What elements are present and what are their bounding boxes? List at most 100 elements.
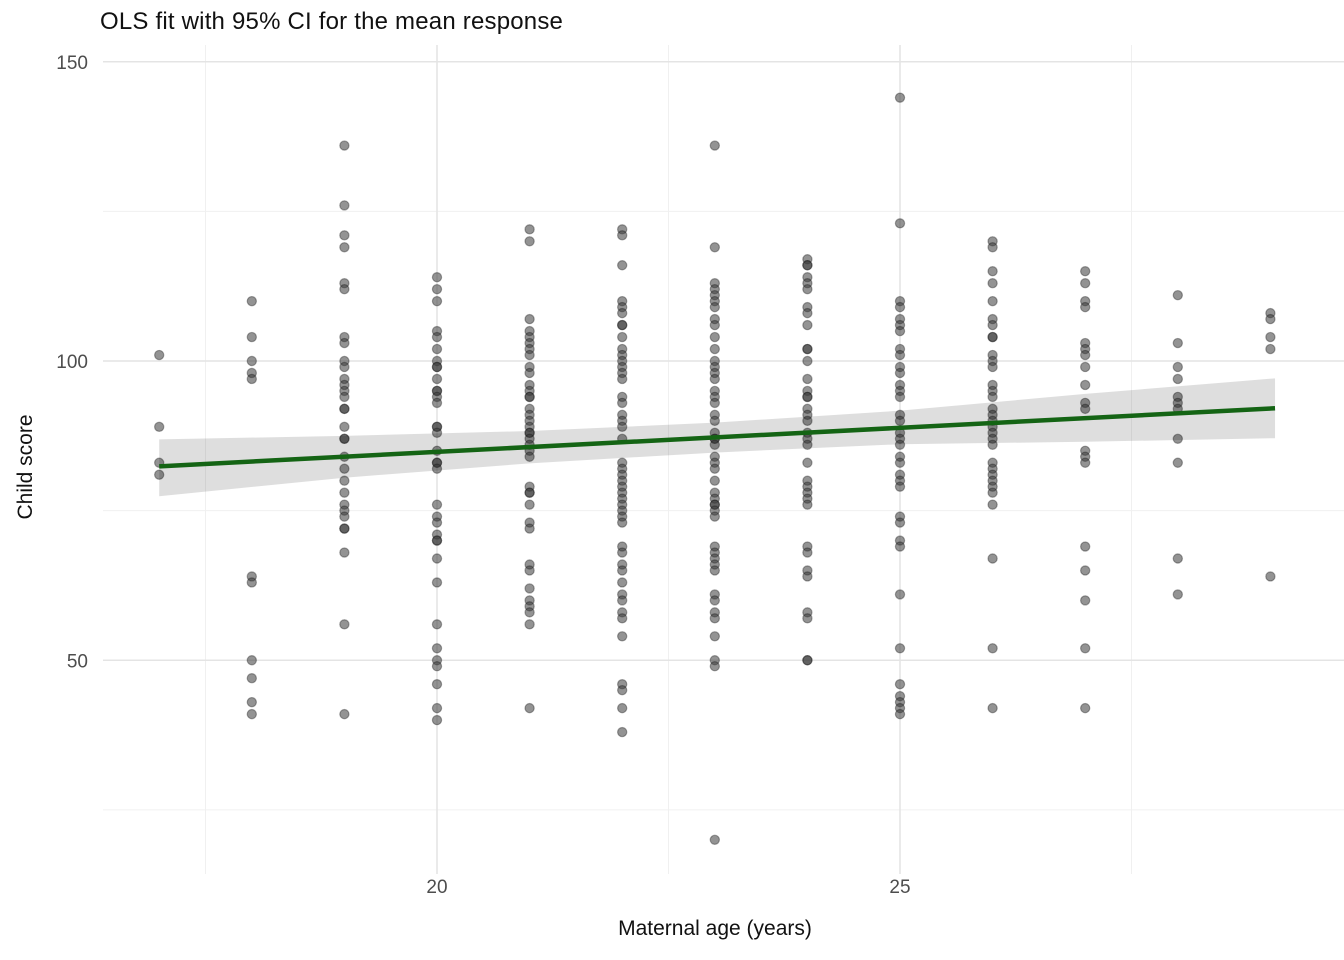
data-point xyxy=(246,673,257,684)
data-point xyxy=(524,224,535,235)
data-point xyxy=(1079,349,1091,361)
data-point xyxy=(894,457,906,468)
data-point xyxy=(987,439,998,450)
data-point xyxy=(709,343,721,355)
data-point xyxy=(987,391,998,403)
data-point xyxy=(524,565,535,576)
data-point xyxy=(524,619,535,630)
data-point xyxy=(524,487,535,498)
data-point xyxy=(339,140,350,151)
data-point xyxy=(339,230,350,241)
data-point xyxy=(802,457,813,468)
data-point xyxy=(1079,361,1091,373)
data-point xyxy=(709,140,721,151)
data-point xyxy=(987,266,998,277)
data-point xyxy=(1172,433,1184,445)
data-point xyxy=(431,361,443,373)
data-point xyxy=(802,613,813,624)
data-point xyxy=(1079,702,1091,714)
data-point xyxy=(431,702,443,714)
data-point xyxy=(617,547,628,558)
data-point xyxy=(987,487,998,498)
data-point xyxy=(1079,266,1091,277)
data-point xyxy=(709,373,721,385)
data-point xyxy=(987,361,998,373)
data-point xyxy=(709,565,721,576)
data-point xyxy=(1172,553,1184,564)
data-point xyxy=(709,475,721,486)
data-point xyxy=(339,403,350,415)
data-point xyxy=(1079,379,1091,391)
data-point xyxy=(894,218,906,229)
data-point xyxy=(153,421,165,433)
data-point xyxy=(617,684,628,696)
data-point xyxy=(802,355,813,367)
data-point xyxy=(1079,403,1091,415)
data-point xyxy=(802,655,813,666)
data-point xyxy=(246,708,257,720)
data-point xyxy=(802,260,813,271)
data-point xyxy=(709,397,721,409)
data-point xyxy=(987,295,998,307)
data-point xyxy=(987,331,998,343)
data-point xyxy=(709,301,721,313)
data-point xyxy=(802,571,813,582)
data-point xyxy=(1172,457,1184,468)
data-point xyxy=(709,631,721,642)
data-point xyxy=(431,535,443,546)
data-point xyxy=(524,391,535,403)
data-point xyxy=(339,283,350,295)
data-point xyxy=(802,547,813,558)
data-point xyxy=(431,643,443,654)
data-point xyxy=(431,678,443,690)
data-point xyxy=(1079,541,1091,552)
data-point xyxy=(617,373,628,385)
data-point xyxy=(802,283,813,295)
data-point xyxy=(246,295,257,307)
data-point xyxy=(802,415,813,427)
data-point xyxy=(894,391,906,403)
data-point xyxy=(339,511,350,522)
y-tick-label: 150 xyxy=(56,53,88,74)
data-point xyxy=(709,613,721,624)
data-point xyxy=(987,242,998,253)
data-point xyxy=(617,702,628,714)
data-point xyxy=(1079,565,1091,576)
data-point xyxy=(709,463,721,474)
data-point xyxy=(894,678,906,690)
data-point xyxy=(246,373,257,385)
data-point xyxy=(339,200,350,211)
data-point xyxy=(431,343,443,355)
data-point xyxy=(1265,571,1276,582)
data-point xyxy=(617,307,628,319)
data-point xyxy=(246,331,257,343)
data-point xyxy=(709,511,721,522)
plot-title: OLS fit with 95% CI for the mean respons… xyxy=(100,8,564,35)
data-point xyxy=(894,367,906,379)
data-point xyxy=(153,469,165,480)
data-point xyxy=(617,631,628,642)
data-point xyxy=(524,499,535,510)
data-point xyxy=(431,373,443,385)
data-point xyxy=(617,260,628,271)
data-point xyxy=(709,415,721,427)
data-point xyxy=(1172,337,1184,349)
data-point xyxy=(1172,589,1184,600)
data-point xyxy=(524,702,535,714)
data-point xyxy=(894,517,906,528)
data-point xyxy=(339,421,350,433)
data-point xyxy=(1172,361,1184,373)
data-point xyxy=(894,643,906,654)
data-point xyxy=(894,481,906,492)
data-point xyxy=(431,517,443,528)
data-point xyxy=(431,295,443,307)
y-axis-title: Child score xyxy=(14,414,37,520)
data-point xyxy=(339,391,350,403)
data-point xyxy=(894,589,906,600)
data-point xyxy=(339,619,350,630)
x-tick-label: 20 xyxy=(426,877,447,898)
data-point xyxy=(431,553,443,564)
data-point xyxy=(524,236,535,247)
data-point xyxy=(894,325,906,337)
